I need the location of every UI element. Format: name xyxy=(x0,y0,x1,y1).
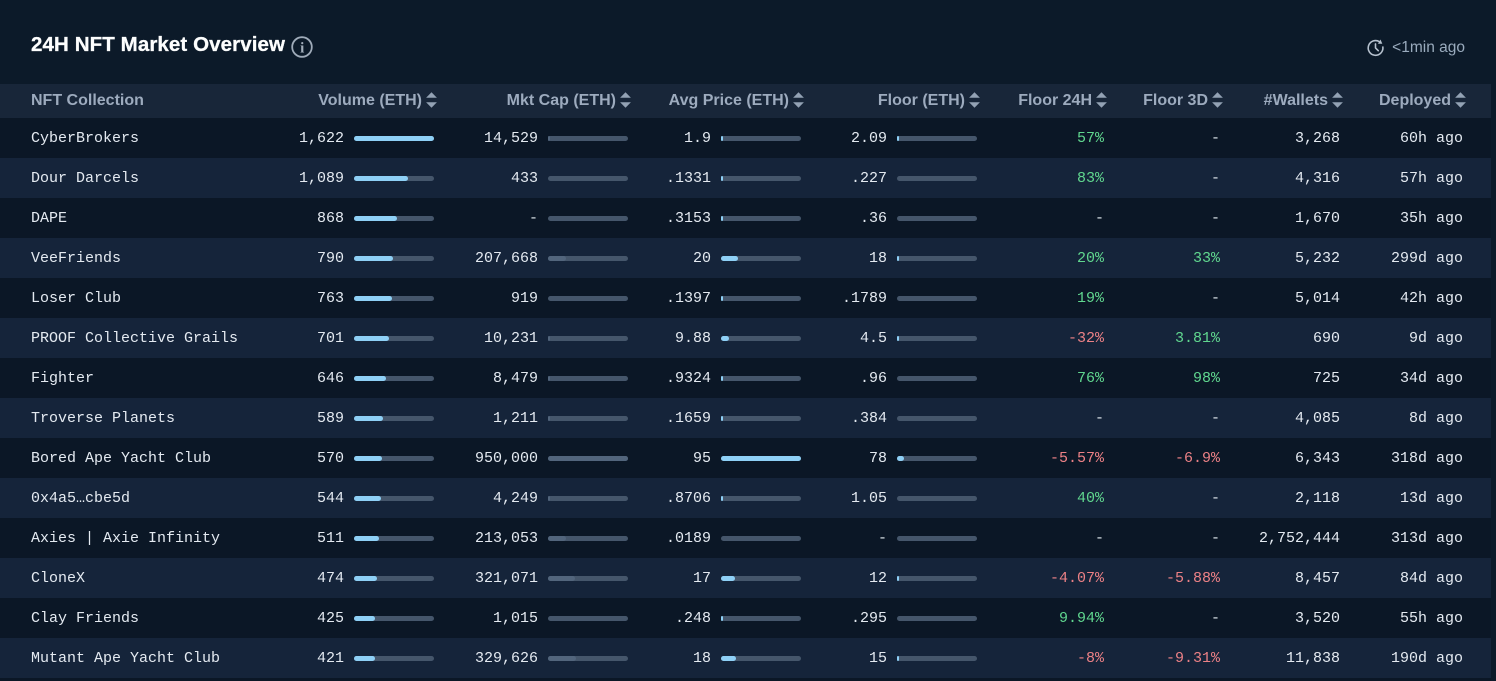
svg-text:i: i xyxy=(300,40,304,56)
